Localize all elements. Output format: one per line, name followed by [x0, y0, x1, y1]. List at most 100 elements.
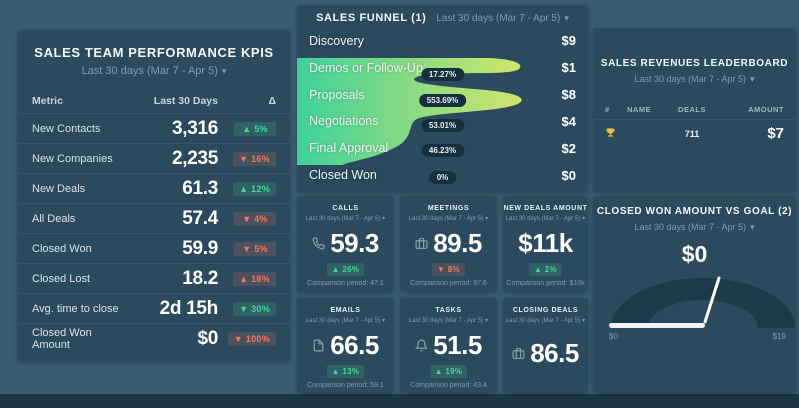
chevron-down-icon: ▾	[485, 317, 489, 324]
delta-badge: ▼ 16%	[233, 151, 276, 166]
gauge-needle	[703, 276, 721, 324]
metric-value: 2,235	[171, 147, 218, 169]
date-range-label: Last 30 days (Mar 7 - Apr 5)	[81, 65, 218, 77]
panel-title: SALES TEAM PERFORMANCE KPIS	[34, 45, 274, 60]
conversion-rate-pill: 0%	[428, 171, 457, 184]
panel-title: CLOSED WON AMOUNT VS GOAL (2)	[596, 206, 793, 217]
stage-label: Discovery	[309, 33, 364, 48]
delta-badge: ▲ 5%	[234, 121, 276, 136]
date-range-select[interactable]: Last 30 days (Mar 7 - Apr 5) ▾	[18, 65, 290, 77]
card-value: 89.5	[433, 228, 482, 258]
table-row: Closed Won Amount $0 ▼ 100%	[18, 323, 290, 353]
stage-label: Proposals	[309, 87, 365, 102]
table-row: New Deals 61.3 ▲ 12%	[18, 173, 290, 203]
metric-label: Avg. time to close	[32, 302, 119, 315]
delta-badge: ▼ 5%	[234, 241, 276, 256]
delta-badge: ▲ 26%	[326, 263, 365, 276]
panel-sales-revenues-leaderboard: SALES REVENUES LEADERBOARD Last 30 days …	[593, 28, 796, 192]
date-range-select[interactable]: Last 30 days (Mar 7 - Apr 5) ▾	[436, 13, 568, 24]
phone-icon	[312, 237, 325, 250]
date-range-select[interactable]: Last 30 days (Mar 7 - Apr 5) ▾	[506, 317, 585, 324]
conversion-rate-pill: 46.23%	[420, 144, 465, 157]
col-rank: #	[605, 104, 610, 114]
date-range-label: Last 30 days (Mar 7 - Apr 5)	[408, 317, 484, 324]
date-range-select[interactable]: Last 30 days (Mar 7 - Apr 5) ▾	[593, 74, 796, 85]
date-range-label: Last 30 days (Mar 7 - Apr 5)	[505, 216, 581, 222]
date-range-select[interactable]: Last 30 days (Mar 7 - Apr 5) ▾	[593, 222, 796, 233]
metric-value: 61.3	[182, 177, 218, 199]
metric-label: New Contacts	[32, 122, 101, 135]
metric-label: New Companies	[32, 152, 113, 165]
card-title: TASKS	[435, 306, 462, 314]
date-range-select[interactable]: Last 30 days (Mar 7 - Apr 5) ▾	[506, 215, 585, 222]
card-value: $11k	[518, 228, 573, 258]
stage-value: $2	[561, 140, 576, 156]
kpi-card-meetings: MEETINGS Last 30 days (Mar 7 - Apr 5) ▾ 8…	[400, 196, 497, 292]
delta-badge: ▲ 2%	[529, 263, 562, 276]
stage-label: Demos or Follow-Up	[309, 60, 423, 75]
kpi-card-emails: EMAILS Last 30 days (Mar 7 - Apr 5) ▾ 66.…	[297, 297, 394, 393]
metric-value: 18.2	[182, 267, 218, 289]
funnel-header: SALES FUNNEL (1) Last 30 days (Mar 7 - A…	[297, 5, 588, 31]
date-range-label: Last 30 days (Mar 7 - Apr 5)	[634, 74, 746, 84]
metric-value: 2d 15h	[159, 297, 219, 319]
metric-label: Closed Won	[32, 242, 92, 255]
bottom-bar	[0, 394, 799, 408]
funnel-chart: Discovery $9 Demos or Follow-Up $1 Propo…	[297, 31, 588, 192]
chevron-down-icon: ▾	[582, 216, 586, 222]
table-row: New Contacts 3,316 ▲ 5%	[18, 113, 290, 143]
chevron-down-icon: ▾	[221, 66, 227, 76]
date-range-select[interactable]: Last 30 days (Mar 7 - Apr 5) ▾	[306, 317, 385, 324]
date-range-label: Last 30 days (Mar 7 - Apr 5)	[408, 216, 484, 222]
stage-value: $9	[561, 33, 576, 49]
chevron-down-icon: ▾	[382, 317, 386, 324]
col-deals: DEALS	[678, 104, 706, 114]
card-value: 59.3	[330, 228, 379, 258]
leaderboard-header: # NAME DEALS AMOUNT	[593, 99, 796, 119]
comparison-period: Comparison period: $10k	[506, 280, 585, 287]
card-title: CALLS	[332, 205, 359, 212]
card-title: MEETINGS	[427, 205, 470, 212]
stage-value: $4	[561, 113, 576, 129]
deals-count: 711	[684, 128, 700, 139]
col-period: Last 30 Days	[153, 95, 218, 107]
card-value: 86.5	[530, 337, 579, 368]
kpi-card-new-deals-amount: NEW DEALS AMOUNT Last 30 days (Mar 7 - A…	[503, 196, 588, 292]
date-range-label: Last 30 days (Mar 7 - Apr 5)	[505, 317, 581, 324]
chevron-down-icon: ▾	[382, 216, 386, 222]
delta-badge: ▼ 100%	[227, 331, 276, 346]
kpi-card-closing-deals: CLOSING DEALS Last 30 days (Mar 7 - Apr …	[503, 297, 588, 393]
date-range-select[interactable]: Last 30 days (Mar 7 - Apr 5) ▾	[409, 215, 488, 222]
card-title: EMAILS	[330, 306, 361, 314]
stage-label: Final Approval	[309, 141, 389, 156]
table-row: Closed Lost 18.2 ▲ 18%	[18, 263, 290, 293]
metric-label: Closed Lost	[32, 272, 91, 285]
col-amount: AMOUNT	[748, 104, 784, 114]
date-range-label: Last 30 days (Mar 7 - Apr 5)	[436, 12, 561, 24]
chevron-down-icon: ▾	[485, 216, 489, 222]
gauge-chart: $0 $19	[593, 270, 796, 356]
table-row: New Companies 2,235 ▼ 16%	[18, 143, 290, 173]
delta-badge: ▼ 4%	[234, 211, 276, 226]
funnel-stage: Discovery $9	[297, 31, 588, 58]
panel-title: SALES FUNNEL (1)	[316, 12, 427, 24]
date-range-label: Last 30 days (Mar 7 - Apr 5)	[305, 216, 381, 222]
kpi-card-tasks: TASKS Last 30 days (Mar 7 - Apr 5) ▾ 51.5…	[400, 297, 497, 393]
date-range-select[interactable]: Last 30 days (Mar 7 - Apr 5) ▾	[306, 215, 385, 222]
comparison-period: Comparison period: 43.4	[410, 381, 487, 389]
metric-label: Closed Won Amount	[32, 326, 92, 351]
date-range-label: Last 30 days (Mar 7 - Apr 5)	[634, 222, 746, 232]
kpi-cards-grid: CALLS Last 30 days (Mar 7 - Apr 5) ▾ 59.3…	[297, 196, 588, 393]
delta-badge: ▲ 18%	[233, 271, 276, 286]
col-name: NAME	[627, 104, 652, 114]
card-title: CLOSING DEALS	[512, 306, 579, 314]
date-range-select[interactable]: Last 30 days (Mar 7 - Apr 5) ▾	[409, 317, 488, 324]
leaderboard-row: 711 $7	[593, 119, 796, 147]
metric-value: $0	[197, 327, 218, 349]
metric-value: 57.4	[182, 207, 218, 229]
metric-value: 59.9	[182, 237, 218, 259]
briefcase-icon	[512, 347, 525, 360]
gauge-arc	[609, 276, 795, 328]
col-delta: Δ	[268, 95, 276, 107]
